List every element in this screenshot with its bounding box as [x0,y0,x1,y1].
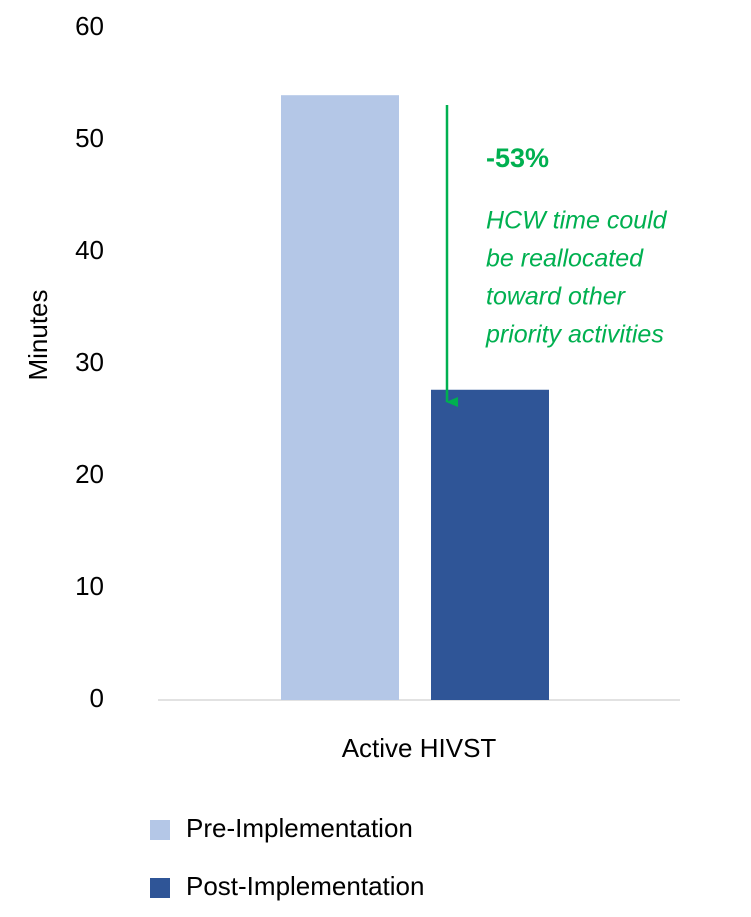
y-tick-label: 60 [75,11,104,41]
y-axis-label: Minutes [23,289,53,380]
y-tick-label: 0 [90,683,104,713]
y-tick-label: 30 [75,347,104,377]
annotation-headline: -53% [486,143,549,173]
annotation-text: toward other [486,283,627,311]
annotation-text: priority activities [485,321,664,349]
legend-swatch [150,878,170,898]
y-tick-label: 10 [75,571,104,601]
legend-label: Pre-Implementation [186,813,413,843]
annotation-text: be reallocated [486,245,644,273]
legend-label: Post-Implementation [186,871,424,901]
bar [281,95,399,700]
y-tick-label: 40 [75,235,104,265]
y-tick-label: 20 [75,459,104,489]
y-tick-label: 50 [75,123,104,153]
annotation-text: HCW time could [486,207,668,235]
x-tick-label: Active HIVST [342,733,497,763]
legend-swatch [150,820,170,840]
bar [431,389,549,700]
